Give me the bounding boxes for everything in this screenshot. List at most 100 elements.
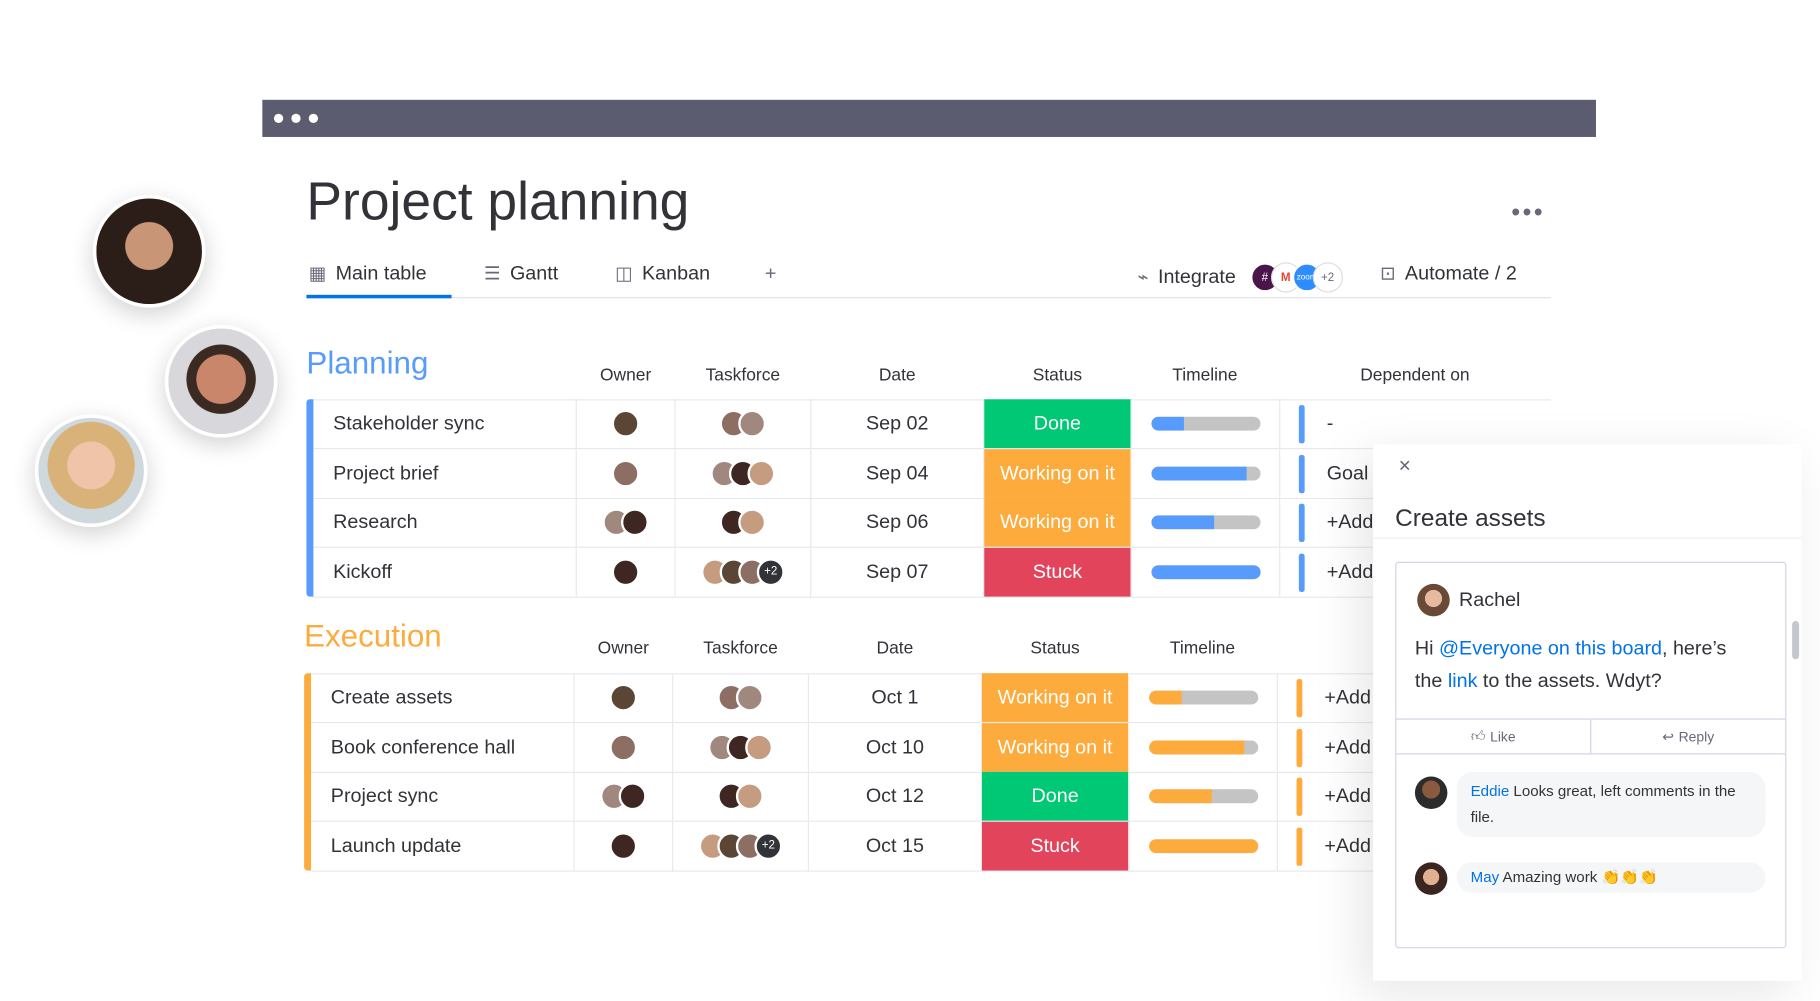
status-badge[interactable]: Done [984,399,1132,449]
status-badge[interactable]: Working on it [984,497,1132,547]
taskforce-cell[interactable] [676,497,812,547]
like-button[interactable]: 👍︎ Like [1396,719,1592,754]
add-tab-button[interactable]: + [764,262,777,285]
status-badge[interactable]: Done [981,771,1130,821]
plug-icon: ⌁ [1137,268,1149,288]
reply-button[interactable]: ↩ Reply [1662,728,1715,745]
task-name[interactable]: Research [313,497,577,547]
owner-cell[interactable] [577,497,676,547]
date-cell[interactable]: Oct 1 [809,673,982,722]
dependent-cell[interactable]: +Add [1280,547,1550,596]
status-badge[interactable]: Working on it [984,448,1132,498]
task-name[interactable]: Launch update [311,821,575,870]
avatar [609,831,638,860]
taskforce-cell[interactable] [673,722,810,772]
taskforce-cell[interactable] [676,399,812,449]
group-title[interactable]: Planning [306,345,429,381]
date-cell[interactable]: Sep 02 [811,399,985,449]
date-cell[interactable]: Oct 12 [809,771,982,821]
status-badge[interactable]: Working on it [981,673,1130,722]
comment: May Amazing work 👏👏👏 [1456,862,1766,893]
task-name[interactable]: Kickoff [313,547,577,597]
task-name[interactable]: Stakeholder sync [313,399,577,449]
more-horizontal-icon[interactable]: ••• [1511,197,1546,227]
status-badge[interactable]: Stuck [984,547,1132,597]
timeline-cell[interactable] [1132,497,1281,547]
taskforce-cell[interactable] [673,673,810,722]
date-cell[interactable]: Sep 07 [811,547,985,597]
automate-button[interactable]: ⊡ Automate / 2 [1380,262,1517,285]
column-header: Status [1030,638,1080,659]
timeline-cell[interactable] [1129,821,1278,870]
task-name[interactable]: Project brief [313,448,577,498]
group-color-bar [306,399,314,597]
table-row[interactable]: Research Sep 06 Working on it +Add [313,497,1551,548]
dependent-cell[interactable]: +Add [1278,723,1548,772]
status-badge[interactable]: Working on it [981,722,1130,772]
avatar [738,409,767,438]
table-row[interactable]: Book conference hall Oct 10 Working on i… [311,722,1549,773]
table-row[interactable]: Kickoff +2 Sep 07 Stuck +Add [313,547,1551,598]
owner-cell[interactable] [577,399,676,449]
avatar [609,683,638,712]
group-color-bar [304,673,312,871]
timeline-cell[interactable] [1129,673,1278,722]
owner-cell[interactable] [577,547,676,597]
rachel-avatar [1417,583,1450,617]
asset-link[interactable]: link [1447,669,1478,692]
owner-cell[interactable] [575,673,674,722]
kanban-icon: ◫ [615,264,633,285]
table-row[interactable]: Stakeholder sync Sep 02 Done - [313,399,1551,450]
timeline-cell[interactable] [1129,771,1278,821]
table-row[interactable]: Project sync Oct 12 Done +Add [311,771,1549,822]
date-cell[interactable]: Oct 15 [809,821,982,870]
window-dot [308,113,319,124]
dependent-cell[interactable]: +Add [1280,498,1550,547]
timeline-bar [1150,416,1260,431]
scrollbar[interactable] [1792,620,1800,660]
taskforce-cell[interactable] [676,448,812,498]
group-title[interactable]: Execution [304,618,442,654]
tab-kanban[interactable]: ◫ Kanban [615,262,711,285]
panel-title: Create assets [1395,504,1546,532]
integrate-button[interactable]: ⌁ Integrate # M zoom +2 [1137,262,1343,293]
table-icon: ▦ [308,264,327,285]
timeline-cell[interactable] [1132,399,1281,449]
date-cell[interactable]: Sep 06 [811,497,985,547]
task-name[interactable]: Project sync [311,771,575,821]
window-dot [273,113,284,124]
window-title-bar [262,99,1596,137]
dependent-cell[interactable]: +Add [1278,821,1548,870]
mention-link[interactable]: @Everyone on this board [1439,637,1662,660]
table-row[interactable]: Project brief Sep 04 Working on it Goal [313,448,1551,499]
owner-cell[interactable] [575,821,674,870]
timeline-cell[interactable] [1129,722,1278,772]
date-cell[interactable]: Sep 04 [811,448,985,498]
owner-cell[interactable] [575,771,674,821]
dependent-cell[interactable]: +Add [1278,772,1548,821]
avatar [611,409,640,438]
taskforce-cell[interactable]: +2 [673,821,810,870]
date-cell[interactable]: Oct 10 [809,722,982,772]
owner-cell[interactable] [577,448,676,498]
tab-gantt[interactable]: ☰ Gantt [484,262,559,285]
status-badge[interactable]: Stuck [981,821,1130,870]
timeline-cell[interactable] [1132,547,1281,597]
tab-main-table[interactable]: ▦ Main table [308,262,427,285]
task-name[interactable]: Book conference hall [311,722,575,772]
column-header: Timeline [1169,638,1236,659]
task-name[interactable]: Create assets [311,673,575,722]
dependent-cell[interactable]: +Add [1278,673,1548,722]
owner-cell[interactable] [575,722,674,772]
table-row[interactable]: Create assets Oct 1 Working on it +Add [311,673,1549,724]
taskforce-cell[interactable] [673,771,810,821]
integrations-more: +2 [1312,262,1343,293]
dependent-cell[interactable]: - [1280,399,1550,448]
reply-icon: ↩ [1662,728,1674,745]
timeline-cell[interactable] [1132,448,1281,498]
timeline-bar [1148,690,1258,705]
close-icon[interactable]: × [1398,453,1411,478]
dependent-cell[interactable]: Goal [1280,449,1550,498]
table-row[interactable]: Launch update +2 Oct 15 Stuck +Add [311,821,1549,872]
taskforce-cell[interactable]: +2 [676,547,812,597]
